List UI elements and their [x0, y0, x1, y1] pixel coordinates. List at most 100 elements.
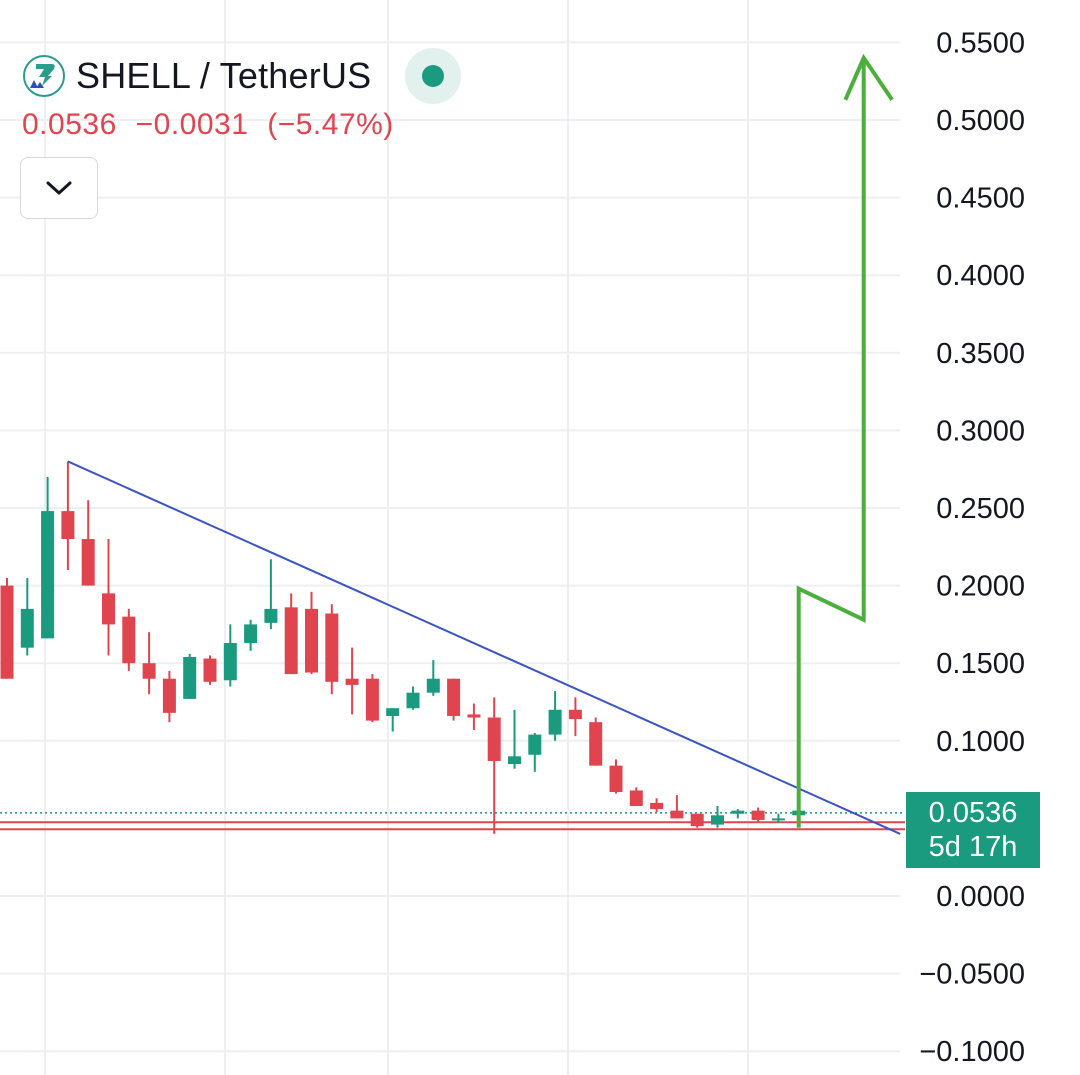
y-tick-label: 0.3500 [936, 338, 1025, 370]
chart-header: SHELL / TetherUS [22, 48, 462, 104]
y-tick-label: 0.3000 [936, 415, 1025, 447]
candle-body [548, 709, 562, 735]
y-axis-labels: 0.5500 0.5000 0.4500 0.4000 0.3500 0.3000 0.25… [919, 27, 1025, 1068]
y-tick-label: −0.0500 [919, 959, 1025, 991]
candle-down [325, 604, 339, 695]
candle-body [487, 717, 501, 761]
candle-body [61, 511, 75, 540]
candle-body [244, 624, 258, 644]
candle-body [690, 813, 704, 827]
chevron-down-icon [46, 181, 72, 195]
candle-body [345, 678, 359, 685]
candle-down [467, 703, 481, 730]
y-tick-label: 0.1500 [936, 648, 1025, 680]
market-status-indicator[interactable] [405, 48, 462, 104]
support-lines [0, 821, 905, 831]
candle-body [426, 678, 440, 693]
projection-path [796, 57, 866, 828]
candle-body [284, 607, 298, 675]
candle-body [771, 818, 785, 821]
candle-body [365, 678, 379, 721]
candle-down [102, 539, 115, 656]
y-tick-label: 0.2500 [936, 493, 1025, 525]
status-dot-icon [422, 65, 445, 87]
candle-down [589, 717, 603, 766]
candle-up [406, 686, 420, 710]
candle-body [406, 692, 420, 709]
candle-body [81, 539, 95, 586]
candles [0, 461, 806, 834]
candle-down [629, 787, 643, 806]
candle-down [568, 697, 582, 737]
candle-up [528, 733, 542, 772]
y-tick-label: 0.0000 [936, 881, 1025, 913]
candle-down [690, 813, 704, 828]
candle-up [711, 805, 724, 828]
candle-body [670, 810, 684, 819]
candle-body [629, 790, 643, 806]
y-tick-label: 0.5500 [936, 27, 1025, 59]
candle-down [650, 798, 664, 813]
y-tick-label: 0.4500 [936, 183, 1025, 215]
candle-body [183, 656, 197, 699]
candle-body [102, 593, 115, 625]
candle-body [223, 643, 237, 681]
candle-body [0, 585, 14, 679]
candle-down [609, 759, 623, 794]
candle-body [467, 714, 481, 718]
candle-countdown: 5d 17h [928, 831, 1018, 863]
candle-body [609, 765, 623, 793]
candle-up [41, 476, 55, 639]
candle-up [731, 809, 745, 819]
candle-body [264, 608, 278, 623]
current-price-label: 0.0536 [928, 797, 1018, 829]
candle-down [142, 632, 156, 695]
candle-down [61, 461, 75, 571]
candle-down [751, 807, 765, 822]
candle-down [0, 577, 14, 679]
candle-body [711, 815, 724, 825]
candle-up [223, 624, 237, 687]
candle-body [508, 756, 521, 765]
candle-down [447, 678, 461, 721]
candle-up [244, 619, 258, 651]
candle-up [508, 709, 521, 769]
candle-down [365, 674, 379, 723]
collapse-legend-button[interactable] [20, 157, 98, 219]
trendline [67, 460, 901, 835]
current-price-tag: 0.0536 5d 17h [906, 792, 1040, 868]
candle-body [589, 722, 603, 766]
candle-down [122, 608, 136, 671]
candle-down [162, 670, 176, 723]
candle-body [122, 616, 136, 664]
candle-body [20, 608, 34, 648]
price-change: −0.0031 [135, 108, 249, 141]
projection-arrowhead [843, 53, 894, 101]
price-quote: 0.0536 −0.0031 (−5.47%) [22, 108, 404, 142]
candle-body [731, 810, 745, 814]
candle-body [751, 810, 765, 820]
grid-lines [0, 0, 900, 1075]
candle-up [771, 813, 785, 824]
candle-up [264, 559, 278, 630]
candle-body [142, 663, 156, 679]
candle-body [650, 802, 664, 810]
candle-body [162, 678, 176, 713]
candle-down [345, 647, 359, 715]
candle-body [305, 608, 318, 673]
candle-body [568, 709, 582, 720]
candle-body [528, 734, 542, 755]
candle-body [41, 511, 55, 639]
candle-up [183, 653, 197, 699]
coin-logo-icon [23, 55, 65, 97]
candle-down [305, 591, 318, 675]
candle-down [487, 697, 501, 834]
price-change-percent: (−5.47%) [267, 108, 394, 141]
candle-body [325, 613, 339, 682]
candle-up [20, 577, 34, 656]
candle-down [81, 500, 95, 586]
candle-down [670, 795, 684, 819]
candle-body [386, 708, 400, 716]
y-tick-label: 0.5000 [936, 105, 1025, 137]
